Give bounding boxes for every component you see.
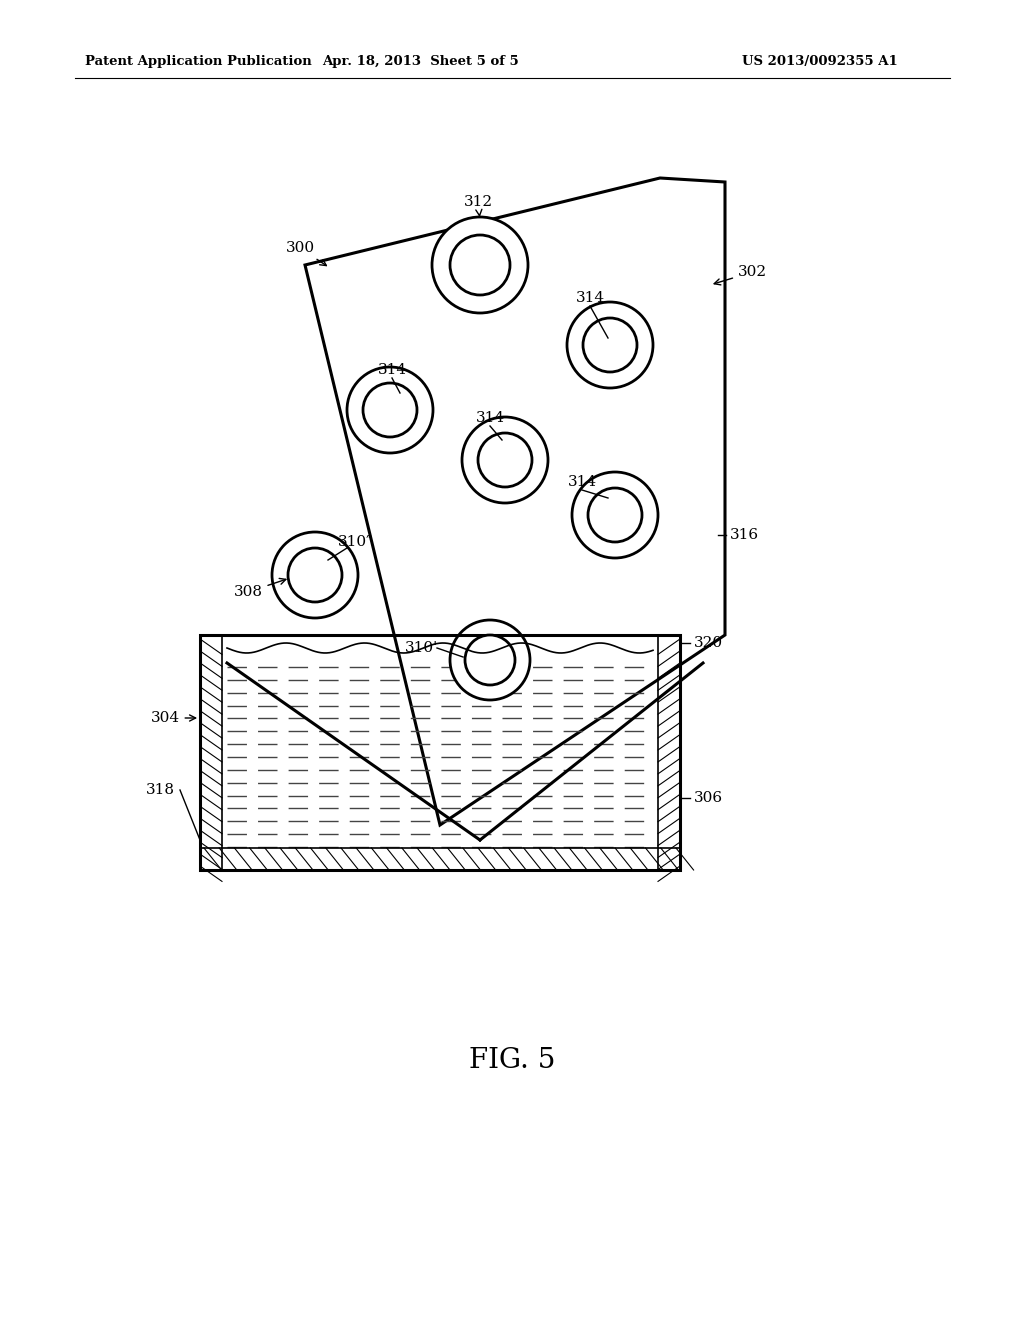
Text: 314: 314 bbox=[567, 475, 597, 488]
Circle shape bbox=[465, 635, 515, 685]
Polygon shape bbox=[305, 178, 725, 825]
Text: US 2013/0092355 A1: US 2013/0092355 A1 bbox=[742, 55, 898, 69]
Text: 302: 302 bbox=[714, 265, 767, 285]
Circle shape bbox=[478, 433, 532, 487]
Circle shape bbox=[588, 488, 642, 543]
Circle shape bbox=[462, 417, 548, 503]
Circle shape bbox=[288, 548, 342, 602]
Text: 312: 312 bbox=[464, 195, 493, 215]
Circle shape bbox=[450, 235, 510, 294]
Text: 318: 318 bbox=[145, 783, 174, 797]
Text: 314: 314 bbox=[475, 411, 505, 425]
Circle shape bbox=[583, 318, 637, 372]
Text: Apr. 18, 2013  Sheet 5 of 5: Apr. 18, 2013 Sheet 5 of 5 bbox=[322, 55, 518, 69]
Circle shape bbox=[347, 367, 433, 453]
Circle shape bbox=[572, 473, 658, 558]
Text: 314: 314 bbox=[575, 290, 604, 305]
Circle shape bbox=[362, 383, 417, 437]
Text: 308: 308 bbox=[233, 578, 286, 599]
Bar bbox=[200, 635, 680, 870]
Text: 300: 300 bbox=[286, 242, 327, 265]
Text: 316: 316 bbox=[730, 528, 759, 543]
Circle shape bbox=[567, 302, 653, 388]
Text: 314: 314 bbox=[378, 363, 407, 378]
Text: FIG. 5: FIG. 5 bbox=[469, 1047, 555, 1073]
Circle shape bbox=[272, 532, 358, 618]
Text: 320: 320 bbox=[694, 636, 723, 649]
Text: Patent Application Publication: Patent Application Publication bbox=[85, 55, 311, 69]
Circle shape bbox=[450, 620, 530, 700]
Text: 310″: 310″ bbox=[338, 535, 373, 549]
Text: 304: 304 bbox=[151, 711, 196, 725]
Circle shape bbox=[432, 216, 528, 313]
Text: 306: 306 bbox=[694, 791, 723, 805]
Text: 310': 310' bbox=[406, 642, 438, 655]
